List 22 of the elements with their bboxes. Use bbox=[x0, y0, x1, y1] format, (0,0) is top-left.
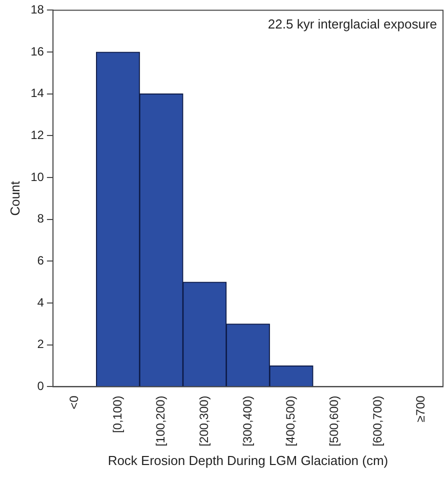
x-tick-label: [100,200) bbox=[154, 396, 168, 446]
x-axis-title: Rock Erosion Depth During LGM Glaciation (cm) bbox=[108, 452, 388, 468]
y-axis-title: Count bbox=[7, 180, 22, 216]
x-tick-label: <0 bbox=[66, 395, 81, 410]
x-tick-label: [300,400) bbox=[240, 396, 254, 446]
y-tick-label: 0 bbox=[37, 379, 44, 394]
x-tick-label: ≥700 bbox=[414, 395, 428, 422]
x-tick-label: [200,300) bbox=[196, 396, 211, 446]
y-tick-label: 18 bbox=[30, 2, 44, 17]
y-tick-label: 4 bbox=[37, 295, 44, 310]
x-tick-label: [0,100) bbox=[110, 396, 124, 434]
y-tick-label: 16 bbox=[30, 44, 44, 58]
y-tick-label: 10 bbox=[30, 170, 44, 184]
y-tick-label: 2 bbox=[37, 337, 44, 352]
x-tick-label: [600,700) bbox=[370, 396, 384, 446]
y-tick-label: 12 bbox=[30, 128, 44, 142]
annotation: 22.5 kyr interglacial exposure bbox=[268, 16, 437, 32]
y-tick-label: 14 bbox=[30, 86, 44, 100]
y-tick-label: 6 bbox=[37, 254, 44, 268]
y-tick-label: 8 bbox=[37, 212, 44, 226]
x-tick-label: [500,600) bbox=[326, 396, 341, 446]
x-tick-label: [400,500) bbox=[284, 396, 298, 446]
